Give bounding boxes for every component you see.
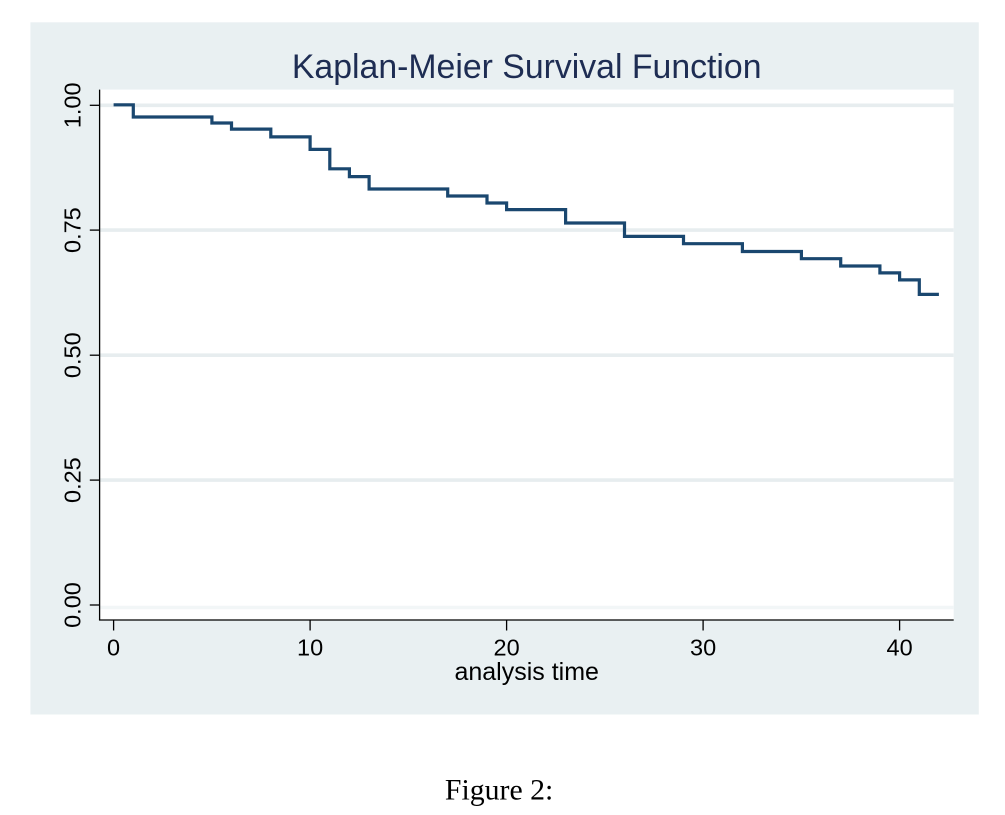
svg-text:Figure 2:: Figure 2:: [445, 773, 553, 806]
svg-text:0.00: 0.00: [59, 582, 85, 628]
svg-text:0: 0: [107, 635, 120, 661]
svg-text:10: 10: [297, 635, 323, 661]
svg-text:Kaplan-Meier Survival Function: Kaplan-Meier Survival Function: [292, 48, 762, 86]
svg-text:0.75: 0.75: [59, 207, 85, 253]
svg-text:0.50: 0.50: [59, 332, 85, 378]
svg-text:analysis time: analysis time: [454, 658, 599, 686]
svg-text:0.25: 0.25: [59, 457, 85, 503]
svg-text:20: 20: [494, 635, 520, 661]
svg-text:40: 40: [887, 635, 913, 661]
svg-text:30: 30: [690, 635, 716, 661]
svg-text:1.00: 1.00: [59, 82, 85, 128]
